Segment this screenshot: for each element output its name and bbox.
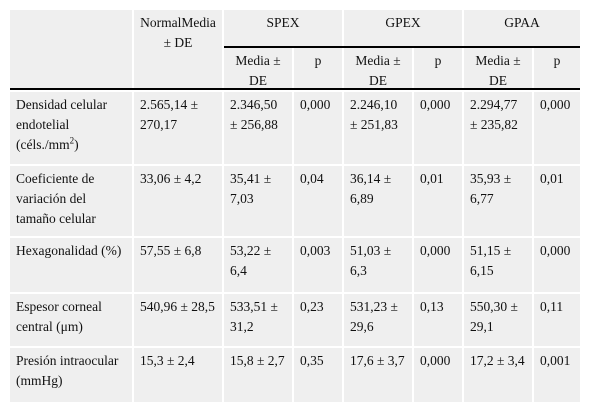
cell-spex-p: 0,003 (294, 238, 342, 292)
header-gpaa-p: p (534, 48, 580, 88)
header-empty-cell (10, 10, 132, 88)
group-underline (224, 46, 580, 48)
header-gpex-mean: Media ± DE (344, 48, 412, 88)
header-spex: SPEX (224, 10, 342, 46)
cell-gpex-p: 0,000 (414, 348, 462, 402)
cell-gpaa-p: 0,000 (534, 238, 580, 292)
header-spex-p: p (294, 48, 342, 88)
header-spex-mean: Media ± DE (224, 48, 292, 88)
cell-gpex-p: 0,01 (414, 166, 462, 236)
row-label: Espesor corneal central (μm) (10, 294, 132, 346)
header-gpex: GPEX (344, 10, 462, 46)
header-bottom-rule (10, 88, 580, 90)
cell-gpex-mean: 36,14 ± 6,89 (344, 166, 412, 236)
cell-spex-mean: 533,51 ± 31,2 (224, 294, 292, 346)
cell-gpex-mean: 17,6 ± 3,7 (344, 348, 412, 402)
cell-gpex-mean: 51,03 ± 6,3 (344, 238, 412, 292)
cell-gpex-mean: 531,23 ± 29,6 (344, 294, 412, 346)
cell-gpaa-p: 0,000 (534, 92, 580, 164)
cell-spex-mean: 53,22 ± 6,4 (224, 238, 292, 292)
cell-gpex-p: 0,000 (414, 92, 462, 164)
cell-normal: 15,3 ± 2,4 (134, 348, 222, 402)
header-gpex-p: p (414, 48, 462, 88)
cell-spex-mean: 15,8 ± 2,7 (224, 348, 292, 402)
cell-gpex-p: 0,000 (414, 238, 462, 292)
cell-gpaa-mean: 17,2 ± 3,4 (464, 348, 532, 402)
cell-normal: 57,55 ± 6,8 (134, 238, 222, 292)
row-label: Densidad celular endotelial (céls./mm2) (10, 92, 132, 164)
header-gpaa-mean: Media ± DE (464, 48, 532, 88)
cell-spex-mean: 2.346,50 ± 256,88 (224, 92, 292, 164)
cell-normal: 540,96 ± 28,5 (134, 294, 222, 346)
cell-gpaa-p: 0,01 (534, 166, 580, 236)
cell-spex-p: 0,23 (294, 294, 342, 346)
cell-gpaa-mean: 550,30 ± 29,1 (464, 294, 532, 346)
cell-spex-mean: 35,41 ± 7,03 (224, 166, 292, 236)
header-gpaa: GPAA (464, 10, 580, 46)
cell-gpaa-mean: 35,93 ± 6,77 (464, 166, 532, 236)
row-label: Presión intraocular (mmHg) (10, 348, 132, 402)
cell-gpex-p: 0,13 (414, 294, 462, 346)
cell-normal: 33,06 ± 4,2 (134, 166, 222, 236)
cell-gpaa-p: 0,001 (534, 348, 580, 402)
cell-spex-p: 0,04 (294, 166, 342, 236)
cell-gpex-mean: 2.246,10 ± 251,83 (344, 92, 412, 164)
row-label: Hexagonalidad (%) (10, 238, 132, 292)
cell-spex-p: 0,35 (294, 348, 342, 402)
cell-gpaa-mean: 2.294,77 ± 235,82 (464, 92, 532, 164)
header-normal: NormalMedia ± DE (134, 10, 222, 88)
row-label: Coeficiente de variación del tamaño celu… (10, 166, 132, 236)
data-table: NormalMedia ± DE SPEX GPEX GPAA Media ± … (10, 10, 580, 402)
cell-spex-p: 0,000 (294, 92, 342, 164)
cell-normal: 2.565,14 ± 270,17 (134, 92, 222, 164)
cell-gpaa-p: 0,11 (534, 294, 580, 346)
cell-gpaa-mean: 51,15 ± 6,15 (464, 238, 532, 292)
